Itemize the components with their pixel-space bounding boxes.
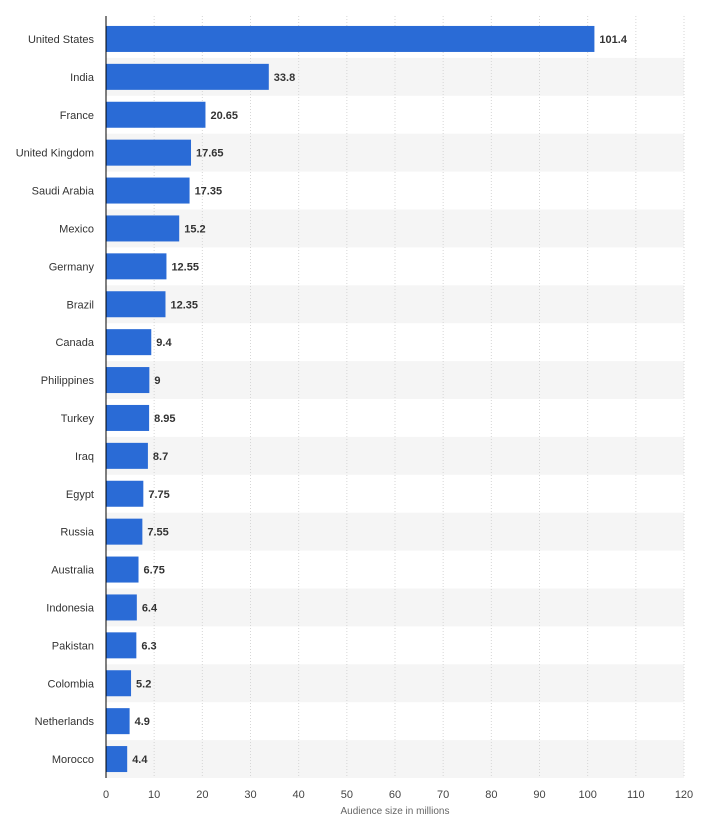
bar <box>106 594 137 621</box>
category-label: Philippines <box>41 375 95 387</box>
x-tick-label: 80 <box>485 789 497 801</box>
x-axis-title: Audience size in millions <box>341 806 450 817</box>
row-band <box>106 436 684 475</box>
value-label: 4.9 <box>135 716 150 728</box>
bar <box>106 25 595 52</box>
category-label: Iraq <box>75 451 94 463</box>
row-band <box>106 133 684 172</box>
value-label: 6.3 <box>141 640 156 652</box>
category-label: United States <box>28 34 95 46</box>
category-label: Indonesia <box>46 602 95 614</box>
value-label: 17.65 <box>196 148 224 160</box>
value-labels: 101.4 33.8 20.65 17.65 17.35 15.2 12.55 12.35 9.… <box>132 34 628 766</box>
value-label: 33.8 <box>274 72 295 84</box>
category-label: France <box>60 110 94 122</box>
category-label: Russia <box>60 527 95 539</box>
bar <box>106 404 150 431</box>
category-label: Colombia <box>48 678 95 690</box>
category-label: Egypt <box>66 489 94 501</box>
x-tick-label: 90 <box>533 789 545 801</box>
value-label: 9.4 <box>156 337 172 349</box>
value-label: 12.55 <box>171 261 199 273</box>
row-bands <box>106 57 684 778</box>
category-label: Brazil <box>66 299 94 311</box>
value-label: 20.65 <box>210 110 238 122</box>
x-tick-label: 120 <box>675 789 693 801</box>
bars <box>106 25 595 773</box>
value-label: 6.75 <box>144 565 165 577</box>
bar <box>106 480 144 507</box>
category-label: Pakistan <box>52 640 94 652</box>
category-label: Turkey <box>61 413 95 425</box>
row-band <box>106 664 684 703</box>
x-tick-label: 70 <box>437 789 449 801</box>
category-label: Saudi Arabia <box>32 186 95 198</box>
bar <box>106 291 166 318</box>
category-label: Australia <box>51 565 95 577</box>
value-label: 7.55 <box>147 527 168 539</box>
row-band <box>106 361 684 399</box>
bar <box>106 177 190 204</box>
value-label: 4.4 <box>132 754 148 766</box>
value-label: 7.75 <box>148 489 169 501</box>
category-labels: United States India France United Kingdom Sa… <box>16 34 95 766</box>
bar <box>106 101 206 128</box>
row-band <box>106 740 684 778</box>
category-label: United Kingdom <box>16 148 94 160</box>
value-label: 17.35 <box>195 186 223 198</box>
category-label: Germany <box>49 261 95 273</box>
category-label: Netherlands <box>35 716 95 728</box>
bar <box>106 367 150 394</box>
x-tick-label: 60 <box>389 789 401 801</box>
category-label: Morocco <box>52 754 94 766</box>
bar <box>106 442 148 469</box>
value-label: 8.7 <box>153 451 168 463</box>
x-tick-label: 10 <box>148 789 160 801</box>
bar <box>106 253 167 280</box>
x-tick-labels: 0 10 20 30 40 50 60 70 80 90 100 110 120 <box>103 789 693 801</box>
bar <box>106 556 139 583</box>
category-label: India <box>70 72 95 84</box>
bar <box>106 708 130 735</box>
x-tick-label: 0 <box>103 789 109 801</box>
x-tick-label: 100 <box>578 789 596 801</box>
value-label: 101.4 <box>599 34 627 46</box>
bar <box>106 63 269 90</box>
value-label: 8.95 <box>154 413 175 425</box>
x-tick-label: 20 <box>196 789 208 801</box>
bar <box>106 632 137 659</box>
bar <box>106 746 128 773</box>
value-label: 6.4 <box>142 602 158 614</box>
value-label: 5.2 <box>136 678 151 690</box>
category-label: Canada <box>55 337 94 349</box>
category-label: Mexico <box>59 223 94 235</box>
x-tick-label: 50 <box>341 789 353 801</box>
bar <box>106 139 192 166</box>
bar <box>106 215 180 242</box>
value-label: 15.2 <box>184 223 205 235</box>
x-tick-label: 110 <box>627 789 645 801</box>
x-tick-label: 30 <box>244 789 256 801</box>
bar <box>106 329 152 356</box>
bar <box>106 518 143 545</box>
bar <box>106 670 132 697</box>
value-label: 12.35 <box>170 299 198 311</box>
x-tick-label: 40 <box>293 789 305 801</box>
value-label: 9 <box>154 375 160 387</box>
